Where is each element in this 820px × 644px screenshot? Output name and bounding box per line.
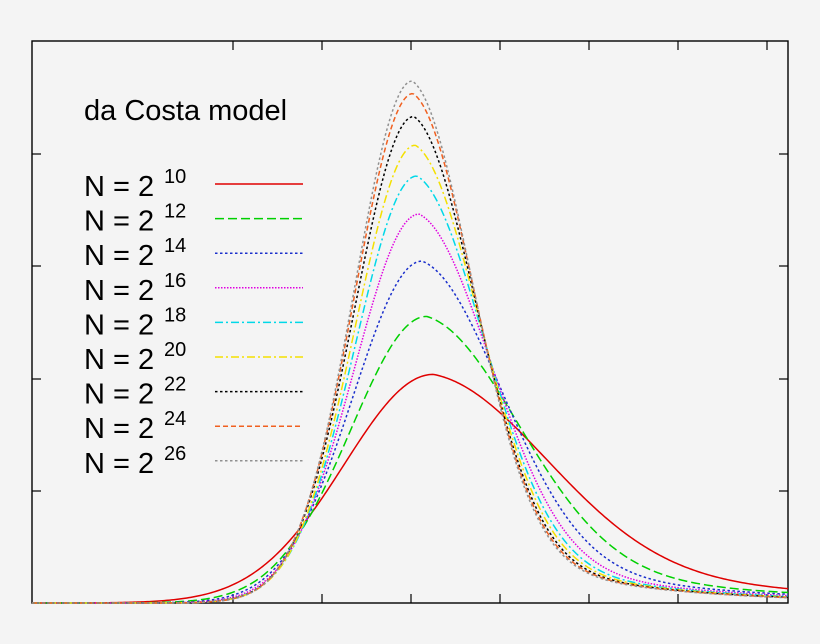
legend-label-12: N = 2 [84, 206, 154, 238]
legend-exponent-10: 10 [164, 166, 186, 188]
series-curve-2-18 [32, 175, 789, 604]
legend-label-10: N = 2 [84, 171, 154, 203]
legend: N = 2 10 N = 2 12 N = 2 14 N = 2 16 N = 2 18 N = 2… [84, 166, 303, 480]
curves [32, 80, 789, 604]
chart-title: da Costa model [84, 95, 287, 127]
legend-label-18: N = 2 [84, 309, 154, 341]
legend-exponent-12: 12 [164, 201, 186, 223]
series-curve-2-24 [32, 92, 789, 604]
plot-frame [31, 40, 789, 604]
legend-label-16: N = 2 [84, 275, 154, 307]
legend-label-22: N = 2 [84, 379, 154, 411]
series-curve-2-10 [32, 373, 789, 604]
legend-label-24: N = 2 [84, 413, 154, 445]
legend-label-20: N = 2 [84, 344, 154, 376]
legend-exponent-18: 18 [164, 304, 186, 326]
axis-ticks [32, 41, 788, 603]
legend-exponent-22: 22 [164, 374, 186, 396]
legend-exponent-16: 16 [164, 270, 186, 292]
legend-exponent-14: 14 [164, 235, 186, 257]
legend-label-14: N = 2 [84, 240, 154, 272]
legend-label-26: N = 2 [84, 448, 154, 480]
legend-exponent-26: 26 [164, 443, 186, 465]
series-curve-2-12 [32, 315, 789, 604]
legend-exponent-24: 24 [164, 408, 186, 430]
series-curve-2-26 [32, 80, 789, 604]
legend-exponent-20: 20 [164, 339, 186, 361]
